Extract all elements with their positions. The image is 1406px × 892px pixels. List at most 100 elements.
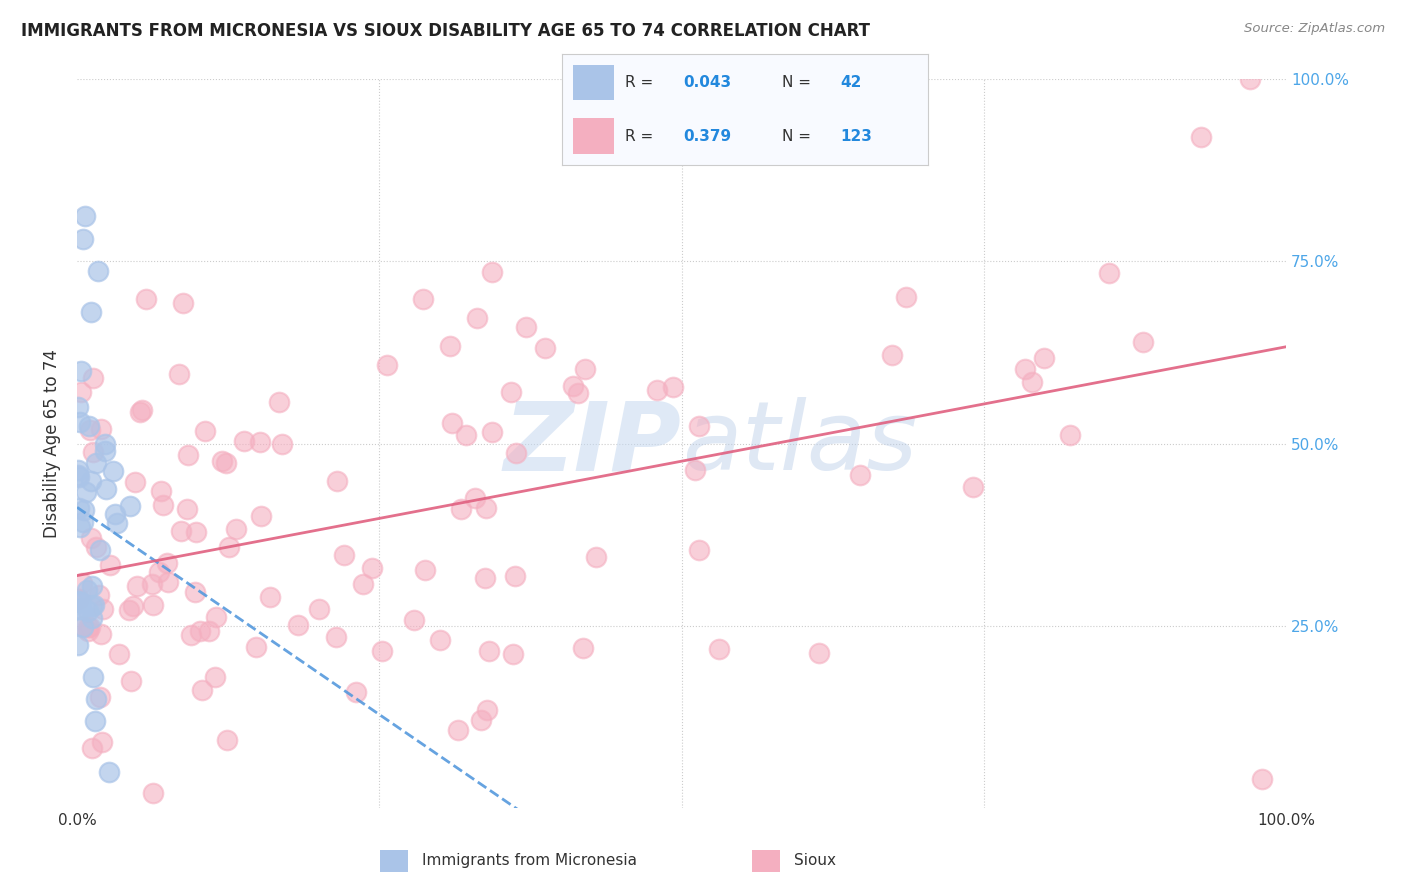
Text: atlas: atlas: [682, 397, 917, 490]
Point: [91, 735, 114, 749]
Text: N =: N =: [782, 128, 815, 144]
Point: [333, 548, 356, 562]
Point: [470, 713, 492, 727]
Point: [169, 367, 191, 381]
Point: [67, 400, 90, 414]
Point: [142, 787, 165, 801]
Point: [176, 501, 198, 516]
Text: R =: R =: [624, 75, 658, 90]
Point: [474, 571, 496, 585]
Point: [100, 558, 122, 572]
Point: [249, 508, 271, 523]
Bar: [574, 119, 613, 154]
Point: [465, 311, 488, 326]
Point: [86, 264, 108, 278]
Point: [80, 610, 103, 624]
Point: [361, 561, 384, 575]
Point: [184, 584, 207, 599]
Point: [962, 480, 984, 494]
Point: [215, 733, 238, 747]
Point: [79, 619, 101, 633]
Point: [75, 209, 97, 223]
Point: [79, 423, 101, 437]
Point: [249, 435, 271, 450]
Point: [70, 602, 93, 616]
Point: [326, 474, 349, 488]
Point: [141, 577, 163, 591]
Point: [67, 638, 90, 652]
Point: [352, 576, 374, 591]
Point: [77, 418, 100, 433]
Point: [83, 598, 105, 612]
Point: [90, 422, 112, 436]
Text: R =: R =: [624, 128, 658, 144]
Text: Sioux: Sioux: [794, 854, 837, 868]
Point: [882, 348, 904, 362]
Point: [412, 292, 434, 306]
Text: N =: N =: [782, 75, 815, 90]
Point: [683, 463, 706, 477]
Point: [574, 361, 596, 376]
Text: 0.043: 0.043: [683, 75, 731, 90]
Point: [91, 602, 114, 616]
Text: IMMIGRANTS FROM MICRONESIA VS SIOUX DISABILITY AGE 65 TO 74 CORRELATION CHART: IMMIGRANTS FROM MICRONESIA VS SIOUX DISA…: [21, 22, 870, 40]
Point: [661, 380, 683, 394]
Point: [142, 599, 165, 613]
Point: [122, 599, 145, 613]
Point: [72, 232, 94, 246]
Point: [567, 385, 589, 400]
Point: [172, 295, 194, 310]
Bar: [574, 65, 613, 101]
Point: [108, 647, 131, 661]
Point: [80, 532, 103, 546]
Point: [103, 464, 125, 478]
Point: [75, 485, 97, 500]
Point: [72, 503, 94, 517]
Point: [1239, 72, 1261, 87]
Point: [69, 595, 91, 609]
Point: [170, 524, 193, 538]
Point: [72, 619, 94, 633]
Point: [440, 416, 463, 430]
Point: [191, 683, 214, 698]
Point: [894, 290, 917, 304]
Point: [70, 385, 93, 400]
Point: [131, 402, 153, 417]
Point: [94, 482, 117, 496]
Bar: [380, 849, 408, 872]
Point: [105, 516, 128, 530]
Point: [505, 446, 527, 460]
Point: [502, 647, 524, 661]
Point: [80, 475, 103, 489]
Point: [124, 475, 146, 489]
Point: [157, 575, 180, 590]
Point: [1250, 772, 1272, 786]
Point: [67, 470, 90, 484]
Point: [503, 569, 526, 583]
Point: [429, 632, 451, 647]
Point: [688, 419, 710, 434]
Point: [515, 320, 537, 334]
Point: [585, 549, 607, 564]
Point: [94, 436, 117, 450]
Point: [215, 457, 238, 471]
Text: 42: 42: [841, 75, 862, 90]
Point: [269, 394, 291, 409]
Text: Source: ZipAtlas.com: Source: ZipAtlas.com: [1244, 22, 1385, 36]
Point: [177, 448, 200, 462]
Point: [72, 620, 94, 634]
Point: [148, 565, 170, 579]
Point: [709, 642, 731, 657]
Point: [1059, 428, 1081, 442]
Point: [67, 592, 90, 607]
Point: [152, 498, 174, 512]
Point: [808, 646, 831, 660]
Point: [450, 501, 472, 516]
Point: [156, 557, 179, 571]
Point: [404, 613, 426, 627]
Point: [308, 601, 330, 615]
Point: [456, 428, 478, 442]
Point: [118, 603, 141, 617]
Y-axis label: Disability Age 65 to 74: Disability Age 65 to 74: [44, 349, 60, 538]
Point: [447, 723, 470, 737]
